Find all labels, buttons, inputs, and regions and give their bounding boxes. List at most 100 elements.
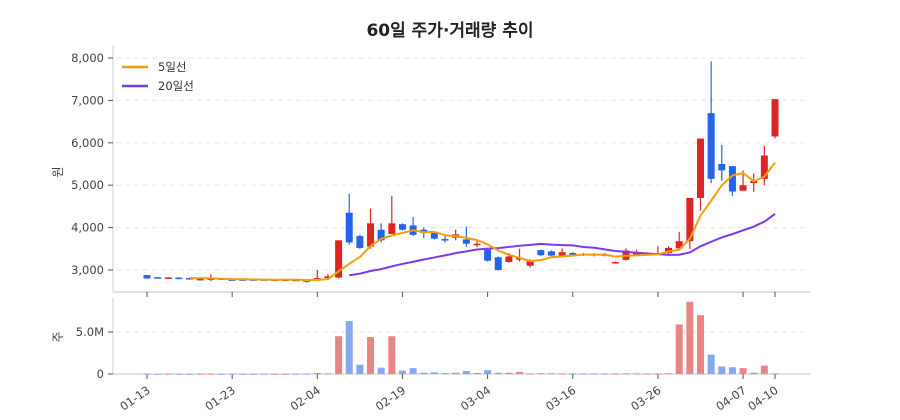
volume-bar: [218, 373, 226, 375]
price-tick-label: 4,000: [71, 221, 104, 235]
volume-bar: [505, 372, 513, 374]
volume-bar: [207, 373, 215, 375]
legend-label: 20일선: [158, 79, 194, 93]
candle-body: [611, 261, 619, 264]
volume-bar: [547, 373, 555, 375]
price-tick-label: 6,000: [71, 136, 104, 150]
candle-body: [367, 223, 375, 247]
chart-title: 60일 주가·거래량 추이: [366, 21, 534, 41]
price-axis-label: 원: [51, 166, 65, 177]
volume-bar: [558, 373, 566, 375]
volume-bar: [452, 372, 460, 374]
candle-body: [675, 241, 683, 249]
volume-bar: [196, 373, 204, 375]
candle-body: [537, 250, 545, 256]
volume-bar: [398, 370, 406, 374]
volume-bar: [622, 373, 630, 375]
ma20-line: [349, 213, 776, 277]
x-tick-label: 03-26: [628, 383, 663, 414]
volume-tick-label: 5.0M: [76, 325, 104, 339]
volume-axis-label: 주: [51, 331, 65, 342]
candle-body: [377, 229, 385, 241]
volume-bar: [388, 336, 396, 374]
volume-bar: [771, 373, 779, 375]
x-tick-label: 01-23: [202, 383, 237, 414]
price-tick-label: 5,000: [71, 178, 104, 192]
volume-bar: [665, 373, 673, 375]
volume-bar: [154, 373, 162, 375]
volume-bar: [696, 315, 704, 374]
volume-tick-label: 0: [97, 367, 104, 381]
candle-body: [494, 257, 502, 270]
candle-body: [665, 247, 673, 254]
candle-body: [760, 155, 768, 179]
price-tick-label: 8,000: [71, 51, 104, 65]
volume-bar: [271, 373, 279, 375]
candle-body: [718, 164, 726, 171]
volume-bar: [750, 372, 758, 374]
volume-bar: [760, 365, 768, 374]
volume-bar: [430, 372, 438, 374]
volume-bar: [164, 373, 172, 375]
volume-bar: [590, 373, 598, 375]
candle-body: [728, 166, 736, 192]
volume-bar: [186, 373, 194, 375]
x-tick-label: 02-04: [288, 383, 323, 414]
volume-bar: [579, 373, 587, 375]
volume-bar: [516, 371, 524, 374]
volume-bar: [643, 373, 651, 375]
price-tick-label: 7,000: [71, 93, 104, 107]
candle-body: [154, 277, 162, 279]
volume-bar: [675, 324, 683, 374]
volume-bar: [462, 371, 470, 374]
candle-body: [164, 277, 172, 279]
volume-bar: [718, 366, 726, 374]
volume-bar: [281, 373, 289, 375]
volume-bar: [611, 373, 619, 375]
candle-body: [739, 185, 747, 191]
price-tick-label: 3,000: [71, 263, 104, 277]
x-tick-label: 03-16: [543, 383, 578, 414]
volume-bar: [739, 368, 747, 374]
volume-bar: [228, 373, 236, 375]
volume-bar: [260, 373, 268, 375]
candle-body: [771, 99, 779, 137]
candle-body: [516, 258, 524, 260]
volume-bar: [356, 364, 364, 374]
volume-bar: [420, 372, 428, 374]
volume-bar: [143, 373, 151, 375]
x-tick-label: 02-19: [373, 383, 408, 414]
volume-bar: [175, 373, 183, 375]
candle-body: [196, 278, 204, 281]
volume-bar: [633, 373, 641, 375]
candle-body: [335, 240, 343, 278]
volume-bar: [303, 373, 311, 375]
volume-bar: [367, 337, 375, 374]
volume-bar: [526, 373, 534, 375]
candle-body: [398, 224, 406, 230]
candle-body: [228, 279, 236, 281]
volume-bar: [601, 373, 609, 375]
volume-bar: [494, 372, 502, 374]
candle-body: [505, 256, 513, 262]
volume-bar: [473, 372, 481, 374]
volume-bar: [345, 321, 353, 374]
volume-bar: [441, 373, 449, 374]
candle-body: [484, 249, 492, 261]
volume-bar: [686, 301, 694, 374]
volume-bar: [484, 370, 492, 374]
volume-bar: [313, 372, 321, 374]
volume-bar: [335, 336, 343, 374]
volume-bar: [239, 373, 247, 375]
volume-bar: [569, 373, 577, 375]
candle-body: [707, 113, 715, 179]
volume-bar: [249, 373, 257, 375]
candle-body: [473, 243, 481, 246]
volume-bar: [654, 373, 662, 375]
volume-bar: [324, 373, 332, 375]
candle-body: [569, 253, 577, 255]
legend-label: 5일선: [158, 60, 186, 74]
candle-body: [175, 277, 183, 280]
